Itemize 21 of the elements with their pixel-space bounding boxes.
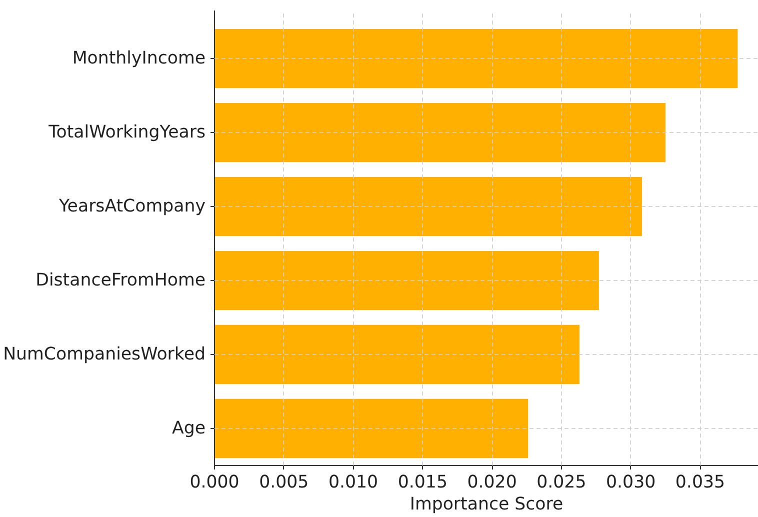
bar [214,398,528,458]
x-tick-label: 0.030 [606,472,656,492]
y-tick-label: TotalWorkingYears [48,122,206,143]
bar [214,250,599,310]
x-tick-label: 0.015 [398,472,448,492]
x-tick-label: 0.035 [675,472,726,492]
bar [214,176,642,236]
bar [214,28,738,88]
x-axis-title: Importance Score [410,494,564,514]
y-tick-label: Age [172,418,206,439]
x-tick-label: 0.005 [259,472,309,492]
y-tick-label: DistanceFromHome [36,270,206,291]
y-tick-label: MonthlyIncome [72,48,206,69]
y-tick-label: YearsAtCompany [58,196,206,217]
y-tick-label: NumCompaniesWorked [3,344,206,365]
bar [214,102,666,162]
x-tick-label: 0.000 [190,472,240,492]
bar [214,324,580,384]
x-tick-label: 0.010 [328,472,378,492]
x-tick-label: 0.025 [536,472,586,492]
x-tick-label: 0.020 [467,472,517,492]
